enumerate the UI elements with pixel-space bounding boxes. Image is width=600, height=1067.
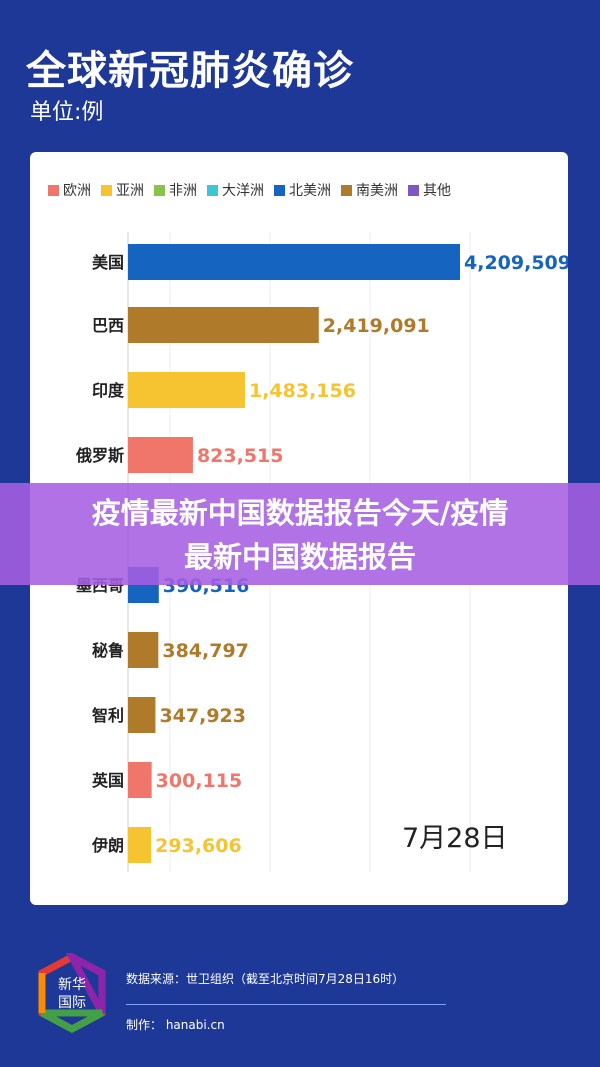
bar	[128, 372, 245, 408]
xinhua-logo: 新华 国际	[38, 953, 106, 1033]
category-label: 印度	[92, 381, 125, 400]
data-source: 数据来源：世卫组织（截至北京时间7月28日16时）	[126, 972, 405, 986]
overlay-banner: 疫情最新中国数据报告今天/疫情 最新中国数据报告	[0, 483, 600, 585]
bar-chart: 美国 4,209,509 巴西 2,419,091 印度 1,483,156 俄罗斯 823,…	[75, 232, 568, 872]
legend-item: 欧洲	[48, 180, 91, 200]
value-label: 347,923	[159, 705, 246, 727]
legend-item: 亚洲	[101, 180, 144, 200]
bar	[128, 437, 193, 473]
svg-text:新华: 新华	[58, 977, 86, 993]
legend-swatch	[101, 184, 112, 196]
bar	[128, 632, 159, 668]
legend-item: 北美洲	[274, 180, 331, 200]
svg-text:国际: 国际	[58, 995, 86, 1011]
unit-label: 单位:例	[30, 100, 104, 125]
legend-label: 北美洲	[289, 183, 331, 199]
value-label: 384,797	[162, 640, 249, 662]
page-title: 全球新冠肺炎确诊	[26, 48, 354, 94]
legend-item: 大洋洲	[207, 180, 264, 200]
value-label: 823,515	[197, 445, 284, 467]
category-label: 俄罗斯	[75, 446, 124, 465]
legend-label: 南美洲	[356, 183, 398, 199]
category-label: 美国	[92, 253, 124, 272]
value-label: 300,115	[156, 770, 243, 792]
legend-label: 非洲	[169, 183, 197, 199]
value-label: 2,419,091	[323, 315, 430, 337]
legend-swatch	[48, 184, 59, 196]
category-label: 智利	[92, 706, 124, 725]
legend-swatch	[154, 184, 165, 196]
category-label: 伊朗	[91, 836, 124, 855]
legend-swatch	[341, 184, 352, 196]
legend: 欧洲 亚洲 非洲 大洋洲 北美洲 南美洲 其他	[48, 180, 451, 200]
bar	[128, 307, 319, 343]
value-label: 293,606	[155, 835, 242, 857]
banner-line-1: 疫情最新中国数据报告今天/疫情	[91, 496, 509, 530]
category-label: 英国	[91, 771, 124, 790]
legend-item: 非洲	[154, 180, 197, 200]
legend-swatch	[207, 184, 218, 196]
legend-item: 其他	[408, 180, 451, 200]
date-label: 7月28日	[402, 823, 508, 854]
category-label: 巴西	[92, 316, 124, 335]
legend-label: 其他	[423, 183, 451, 199]
value-label: 4,209,509	[464, 252, 568, 274]
legend-swatch	[274, 184, 285, 196]
maker-credit: 制作： hanabi.cn	[126, 1018, 225, 1032]
banner-line-2: 最新中国数据报告	[183, 540, 416, 574]
legend-label: 大洋洲	[222, 183, 264, 199]
legend-swatch	[408, 184, 419, 196]
category-label: 秘鲁	[92, 641, 124, 660]
legend-label: 亚洲	[116, 183, 144, 199]
legend-item: 南美洲	[341, 180, 398, 200]
bar	[128, 244, 460, 280]
divider	[126, 1004, 446, 1005]
bar	[128, 762, 152, 798]
bar	[128, 827, 152, 863]
bar	[128, 697, 156, 733]
legend-label: 欧洲	[63, 183, 91, 199]
value-label: 1,483,156	[249, 380, 356, 402]
